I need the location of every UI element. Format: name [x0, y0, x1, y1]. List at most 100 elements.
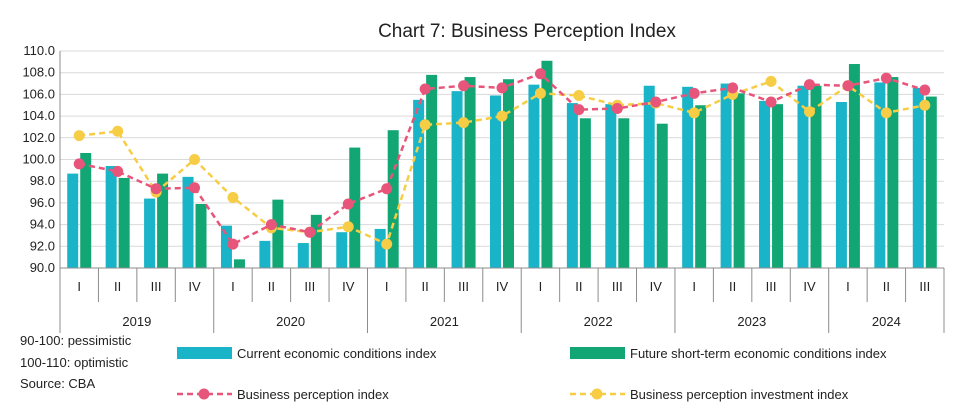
bar-current: [720, 83, 732, 268]
x-tick-label: III: [612, 279, 623, 294]
y-tick-label: 104.0: [22, 108, 55, 123]
x-tick-label: I: [539, 279, 543, 294]
bar-current: [682, 86, 694, 269]
x-tick-label: I: [231, 279, 235, 294]
bar-future: [387, 130, 399, 268]
y-tick-label: 108.0: [22, 65, 55, 80]
x-tick-label: I: [692, 279, 696, 294]
axes-layer: [59, 51, 945, 333]
perception-index-point: [765, 96, 777, 108]
x-tick-label: II: [729, 279, 736, 294]
x-tick-label: I: [385, 279, 389, 294]
y-tick-label: 102.0: [22, 130, 55, 145]
bar-current: [797, 85, 809, 268]
x-tick-label: IV: [650, 279, 663, 294]
x-tick-label: I: [77, 279, 81, 294]
investment-index-point: [458, 117, 470, 129]
perception-index-point: [919, 84, 931, 96]
investment-index-point: [73, 130, 85, 142]
investment-index-point: [227, 191, 239, 203]
bar-future: [579, 118, 591, 269]
x-tick-label: III: [919, 279, 930, 294]
perception-index-point: [304, 226, 316, 238]
perception-index-point: [265, 219, 277, 231]
bar-future: [195, 203, 207, 268]
x-tick-label: II: [422, 279, 429, 294]
investment-index-point: [342, 221, 354, 233]
year-label: 2021: [430, 314, 459, 329]
x-axis-labels: I II III IV I II III IV I II III IV I II III IV I II III IV…: [77, 279, 930, 329]
y-tick-label: 110.0: [23, 43, 55, 58]
investment-index-point: [381, 238, 393, 250]
x-tick-label: II: [883, 279, 890, 294]
legend-future-swatch: [570, 347, 625, 359]
legend: Current economic conditions index Future …: [177, 346, 887, 402]
bar-future: [118, 177, 130, 268]
bar-future: [733, 93, 745, 268]
x-tick-label: II: [268, 279, 275, 294]
year-label: 2024: [872, 314, 901, 329]
bar-current: [374, 228, 386, 268]
perception-index-point: [573, 104, 585, 116]
legend-investment-label: Business perception investment index: [630, 387, 849, 402]
x-tick-label: II: [114, 279, 121, 294]
bar-future: [157, 173, 169, 268]
investment-index-point: [880, 107, 892, 119]
bar-current: [874, 82, 886, 268]
x-tick-label: IV: [342, 279, 355, 294]
perception-index-point: [150, 183, 162, 195]
perception-index-point: [189, 182, 201, 194]
bar-future: [695, 105, 707, 268]
bar-future: [848, 64, 860, 269]
note-optimistic: 100-110: optimistic: [20, 355, 129, 370]
bar-future: [656, 123, 668, 268]
investment-index-point: [496, 110, 508, 122]
bar-future: [772, 104, 784, 268]
chart-title: Chart 7: Business Perception Index: [378, 21, 676, 42]
y-tick-label: 94.0: [30, 217, 55, 232]
bar-current: [835, 101, 847, 269]
bar-future: [810, 85, 822, 268]
perception-index-point: [727, 82, 739, 94]
lines-layer: [73, 68, 931, 250]
bar-current: [105, 166, 117, 268]
x-tick-label: II: [575, 279, 582, 294]
investment-index-point: [189, 154, 201, 165]
perception-index-point: [688, 87, 700, 99]
investment-index-point: [112, 125, 124, 137]
bar-current: [490, 95, 501, 268]
perception-index-point: [112, 165, 124, 177]
y-tick-label: 98.0: [30, 173, 55, 188]
legend-current-swatch: [177, 347, 232, 359]
bar-current: [336, 232, 348, 268]
perception-index-point: [803, 79, 815, 91]
perception-index-point: [534, 68, 546, 80]
bar-future: [349, 147, 361, 268]
bar-future: [310, 214, 322, 268]
perception-index-point: [227, 238, 239, 250]
bars-layer: [67, 60, 937, 269]
legend-future-label: Future short-term economic conditions in…: [630, 346, 887, 361]
x-tick-label: I: [846, 279, 850, 294]
investment-index-point: [419, 119, 431, 131]
bar-current: [413, 99, 425, 268]
bar-current: [566, 103, 578, 268]
y-axis-labels: 90.0 92.0 94.0 96.0 98.0 100.0 102.0 104.0 106.0…: [22, 43, 55, 275]
x-tick-label: IV: [188, 279, 201, 294]
bar-future: [618, 118, 630, 269]
y-tick-label: 96.0: [30, 195, 55, 210]
perception-index-point: [419, 83, 431, 95]
perception-index-point: [381, 183, 393, 195]
investment-index-point: [765, 75, 777, 87]
bar-current: [182, 176, 194, 268]
bar-current: [67, 173, 79, 268]
y-tick-label: 90.0: [30, 260, 55, 275]
note-source: Source: CBA: [20, 376, 96, 391]
perception-index-point: [458, 80, 470, 92]
bar-current: [259, 240, 271, 268]
bar-future: [925, 96, 937, 268]
bar-current: [643, 85, 655, 268]
bar-future: [426, 74, 438, 269]
gridlines: [60, 50, 944, 269]
